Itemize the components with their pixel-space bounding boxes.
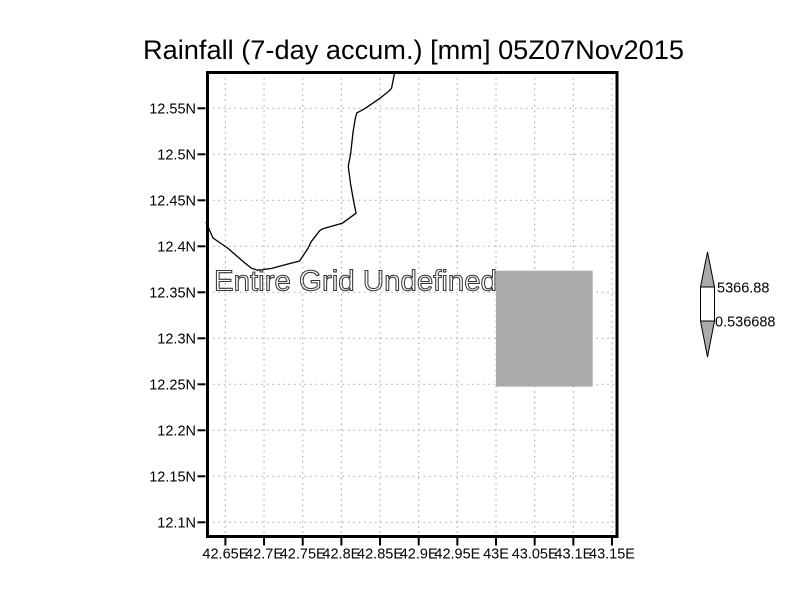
undefined-message: Entire Grid Undefined — [214, 266, 497, 298]
map-frame — [206, 71, 619, 538]
y-tick-label: 12.3N — [157, 331, 196, 347]
undefined-region-cell — [496, 270, 593, 387]
y-tick-label: 12.45N — [149, 193, 196, 209]
x-tick-label: 42.7E — [245, 547, 283, 563]
x-tick-label: 43.15E — [589, 547, 635, 563]
y-tick-label: 12.2N — [157, 423, 196, 439]
y-tick-label: 12.25N — [149, 377, 196, 393]
colorbar-min-label: 0.536688 — [715, 315, 775, 331]
y-tick-label: 12.15N — [149, 469, 196, 485]
y-axis-labels: 12.55N 12.5N 12.45N 12.4N 12.35N 12.3N 12.25N 1… — [149, 101, 196, 531]
x-tick-label: 42.85E — [357, 547, 403, 563]
x-tick-label: 42.8E — [322, 547, 360, 563]
y-tick-label: 12.35N — [149, 285, 196, 301]
y-tick-label: 12.55N — [149, 101, 196, 117]
x-tick-label: 42.65E — [202, 547, 248, 563]
x-tick-label: 43E — [483, 547, 509, 563]
colorbar-lower-arrow — [699, 320, 716, 358]
coastline-path — [205, 71, 396, 271]
x-tick-label: 42.9E — [400, 547, 438, 563]
grid-lines — [207, 72, 616, 536]
y-tick-label: 12.5N — [157, 147, 196, 163]
x-tick-label: 42.75E — [280, 547, 326, 563]
x-tick-label: 43.05E — [512, 547, 558, 563]
x-tick-label: 43.1E — [554, 547, 592, 563]
colorbar-box — [700, 286, 715, 322]
colorbar: 5366.88 0.536688 — [699, 251, 775, 358]
x-tick-label: 42.95E — [434, 547, 480, 563]
colorbar-upper-arrow — [699, 251, 716, 288]
colorbar-max-label: 5366.88 — [717, 281, 769, 297]
y-tick-label: 12.1N — [157, 515, 196, 531]
axis-ticks — [197, 107, 613, 546]
plot-title: Rainfall (7-day accum.) [mm] 05Z07Nov201… — [143, 35, 684, 65]
y-tick-label: 12.4N — [157, 239, 196, 255]
